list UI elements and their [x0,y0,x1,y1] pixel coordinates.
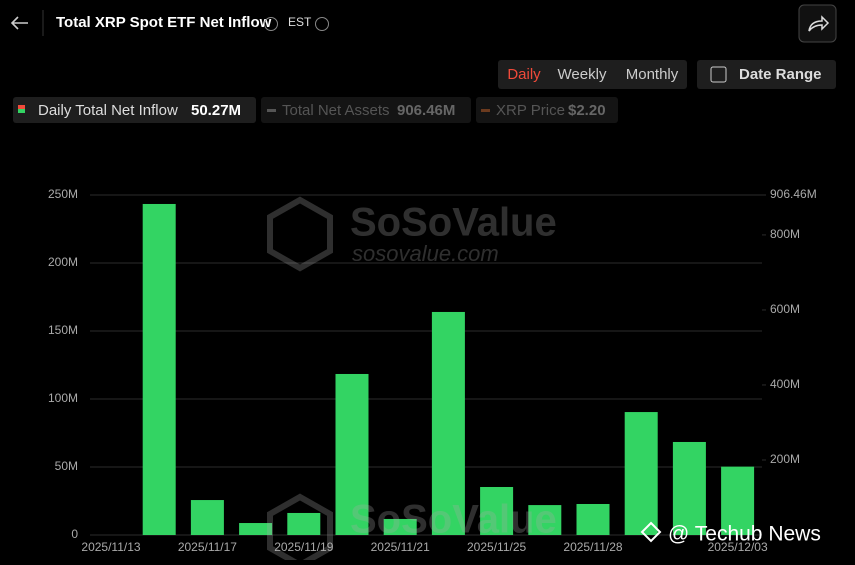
bar [528,505,562,535]
period-button[interactable]: Weekly [558,66,607,83]
x-tick-label: 2025/11/17 [178,540,237,554]
y-tick-label: 100M [48,391,78,405]
bar [142,203,176,535]
x-tick-label: 2025/11/21 [371,540,430,554]
plot: 0 50M 100M 150M 200M 250M 200M 400M 600M 800M 906.… [48,187,817,554]
x-tick-label: 2025/11/19 [274,540,333,554]
legend-value: 906.46M [397,102,455,119]
legend-swatch [267,109,276,112]
legend-item[interactable] [13,97,256,123]
y-tick-label: 0 [71,527,78,541]
legend-item[interactable] [476,97,618,123]
bar [190,500,224,535]
y-tick-label: 50M [55,459,78,473]
share-button[interactable] [798,4,837,43]
watermark-site: sosovalue.com [352,241,499,266]
x-tick-label: 2025/12/03 [708,540,768,554]
x-tick-label: 2025/11/25 [467,540,526,554]
watermark-brand: SoSoValue [350,498,557,542]
period-group [498,60,687,89]
watermark-logo [267,196,333,272]
legend-swatch [481,109,490,112]
watermark-brand: SoSoValue [350,201,557,245]
legend-swatch [18,109,25,113]
y-tick-label: 250M [48,187,78,201]
period-button[interactable]: Monthly [626,66,679,83]
x-tick-label: 2025/11/28 [563,540,622,554]
y-tick-label: 200M [48,255,78,269]
legend-item[interactable] [261,97,471,123]
legend-value: $2.20 [568,102,606,119]
bar [239,523,273,535]
info-icon[interactable] [315,17,329,31]
bar [431,311,465,535]
date-range-label: Date Range [739,66,822,83]
back-button[interactable] [10,16,28,30]
legend-name: XRP Price [496,102,565,119]
bar [624,412,658,535]
calendar-icon [710,66,727,83]
bar [335,373,369,535]
share-icon [808,15,830,32]
bar [672,441,706,535]
date-range-button[interactable] [697,60,836,89]
legend-name: Total Net Assets [282,102,390,119]
info-icon[interactable] [264,17,278,31]
credit: @ Techub News [668,523,821,546]
legend-name: Daily Total Net Inflow [38,102,178,119]
bar [721,466,755,535]
y-tick-label: 600M [770,302,800,316]
y-tick-label: 906.46M [770,187,817,201]
y-tick-label: 800M [770,227,800,241]
legend-value: 50.27M [191,102,241,119]
bar [383,518,417,535]
watermark: SoSoValue sosovalue.com SoSoValue [267,196,557,565]
x-tick-label: 2025/11/13 [81,540,140,554]
bar [287,512,321,535]
timezone: EST [288,15,312,29]
y-tick-label: 150M [48,323,78,337]
legend-swatch [18,105,25,109]
title: Total XRP Spot ETF Net Inflow [56,14,272,31]
watermark-logo [267,493,333,565]
period-button[interactable]: Daily [507,66,541,83]
y-tick-label: 200M [770,452,800,466]
bar [480,486,514,535]
credit-logo [640,521,662,543]
bar [576,503,610,535]
y-tick-label: 400M [770,377,800,391]
